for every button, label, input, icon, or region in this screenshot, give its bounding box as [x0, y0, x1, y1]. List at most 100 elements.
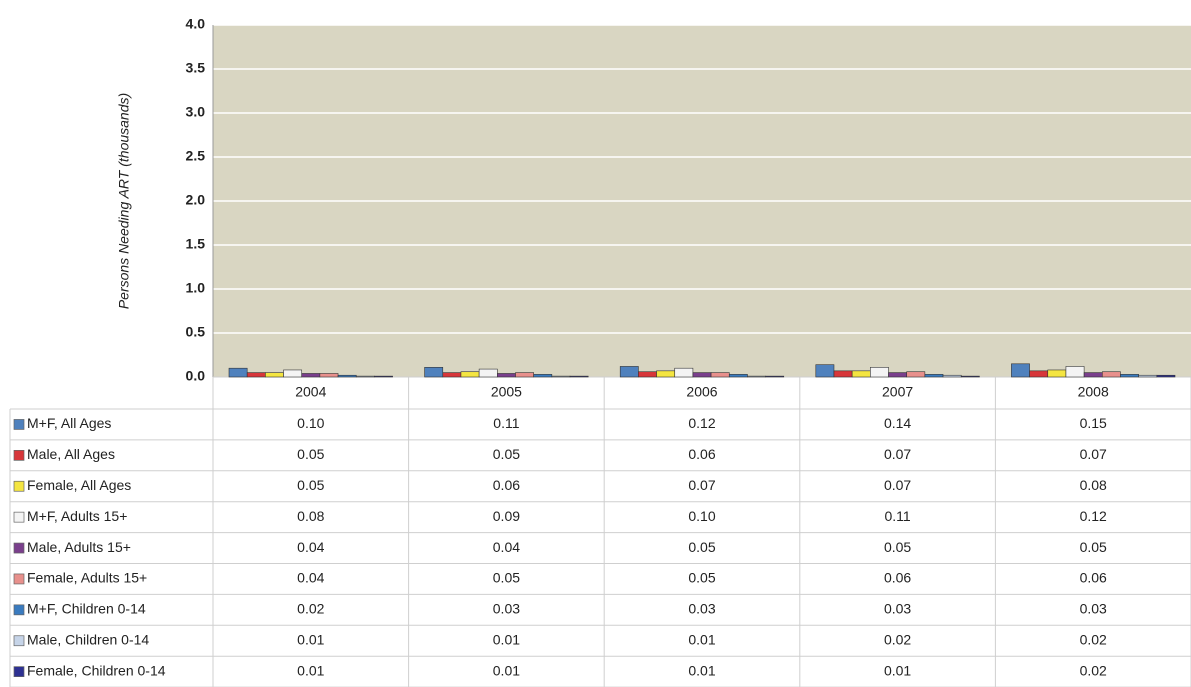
bar [765, 375, 785, 378]
table-cell: 0.07 [688, 477, 715, 493]
table-cell: 0.14 [884, 415, 911, 431]
table-cell: 0.05 [493, 570, 520, 586]
legend-swatch [13, 573, 25, 585]
bar [569, 375, 589, 378]
table-cell: 0.06 [493, 477, 520, 493]
bar [533, 374, 553, 378]
bar [1101, 371, 1121, 378]
table-cell: 0.05 [884, 539, 911, 555]
legend-swatch [13, 480, 25, 492]
y-tick-label: 0.0 [186, 368, 206, 384]
legend-swatch [13, 635, 25, 647]
legend-swatch [13, 511, 25, 523]
table-cell: 0.04 [493, 539, 520, 555]
legend-label: Male, Adults 15+ [27, 539, 131, 555]
table-cell: 0.06 [1080, 570, 1107, 586]
y-axis-label: Persons Needing ART (thousands) [116, 93, 132, 309]
table-cell: 0.11 [884, 508, 910, 524]
bar [815, 364, 835, 378]
legend-swatch [13, 666, 25, 678]
table-cell: 0.07 [1080, 446, 1107, 462]
table-cell: 0.02 [884, 631, 911, 647]
table-cell: 0.08 [1080, 477, 1107, 493]
table-cell: 0.01 [688, 662, 715, 678]
table-cell: 0.02 [1080, 631, 1107, 647]
table-cell: 0.01 [297, 631, 324, 647]
y-tick-label: 3.0 [186, 104, 206, 120]
legend-label: M+F, Adults 15+ [27, 508, 127, 524]
x-tick-label: 2006 [686, 384, 717, 400]
bar [355, 375, 375, 378]
table-cell: 0.04 [297, 539, 324, 555]
table-cell: 0.08 [297, 508, 324, 524]
bar [1047, 369, 1067, 378]
table-cell: 0.05 [688, 539, 715, 555]
bar [960, 375, 980, 378]
table-cell: 0.06 [688, 446, 715, 462]
table-cell: 0.09 [493, 508, 520, 524]
table-cell: 0.07 [884, 477, 911, 493]
table-cell: 0.03 [493, 601, 520, 617]
bar [710, 372, 730, 378]
bar [747, 375, 766, 378]
table-cell: 0.01 [493, 662, 520, 678]
x-tick-label: 2007 [882, 384, 913, 400]
table-cell: 0.11 [493, 415, 519, 431]
bar [1029, 370, 1049, 378]
table-cell: 0.01 [297, 662, 324, 678]
x-tick-label: 2004 [295, 384, 326, 400]
bar [1156, 374, 1176, 378]
bar [1065, 366, 1085, 378]
table-cell: 0.03 [884, 601, 911, 617]
bar [906, 371, 926, 378]
bar [301, 373, 321, 378]
bar [1138, 374, 1158, 378]
legend-swatch [13, 450, 25, 461]
y-tick-label: 2.0 [186, 192, 206, 208]
y-tick-label: 2.5 [186, 148, 206, 164]
bar [319, 373, 339, 378]
bar [551, 375, 571, 378]
legend-swatch [13, 604, 25, 616]
bar [833, 370, 853, 378]
x-tick-label: 2008 [1078, 384, 1109, 400]
bar [1083, 372, 1103, 378]
table-cell: 0.05 [297, 477, 324, 493]
bar [1120, 374, 1139, 378]
bar [228, 367, 248, 378]
x-tick-label: 2005 [491, 384, 522, 400]
table-cell: 0.05 [493, 446, 520, 462]
bar [619, 366, 639, 378]
table-cell: 0.06 [884, 570, 911, 586]
table-cell: 0.12 [688, 415, 715, 431]
table-cell: 0.01 [884, 662, 911, 678]
bar [460, 371, 480, 378]
bar [265, 372, 284, 378]
y-tick-label: 3.5 [186, 60, 206, 76]
table-cell: 0.03 [1080, 601, 1107, 617]
legend-label: Male, All Ages [27, 446, 115, 462]
legend-label: Female, All Ages [27, 477, 131, 493]
table-cell: 0.01 [493, 631, 520, 647]
table-cell: 0.02 [297, 601, 324, 617]
bar [442, 372, 462, 378]
bar [374, 375, 393, 378]
table-cell: 0.03 [688, 601, 715, 617]
legend-label: Female, Adults 15+ [27, 570, 147, 586]
bar [638, 371, 657, 378]
legend-label: Male, Children 0-14 [27, 631, 149, 647]
table-cell: 0.07 [884, 446, 911, 462]
bar [1011, 363, 1030, 378]
table-cell: 0.10 [297, 415, 324, 431]
bar [728, 374, 748, 378]
y-tick-label: 1.5 [186, 236, 206, 252]
bar [674, 367, 694, 378]
bar [497, 373, 516, 378]
bar [478, 368, 498, 378]
legend-label: M+F, Children 0-14 [27, 601, 146, 617]
table-cell: 0.04 [297, 570, 324, 586]
table-cell: 0.01 [688, 631, 715, 647]
table-cell: 0.05 [297, 446, 324, 462]
bar [692, 372, 712, 378]
bar [888, 372, 907, 378]
